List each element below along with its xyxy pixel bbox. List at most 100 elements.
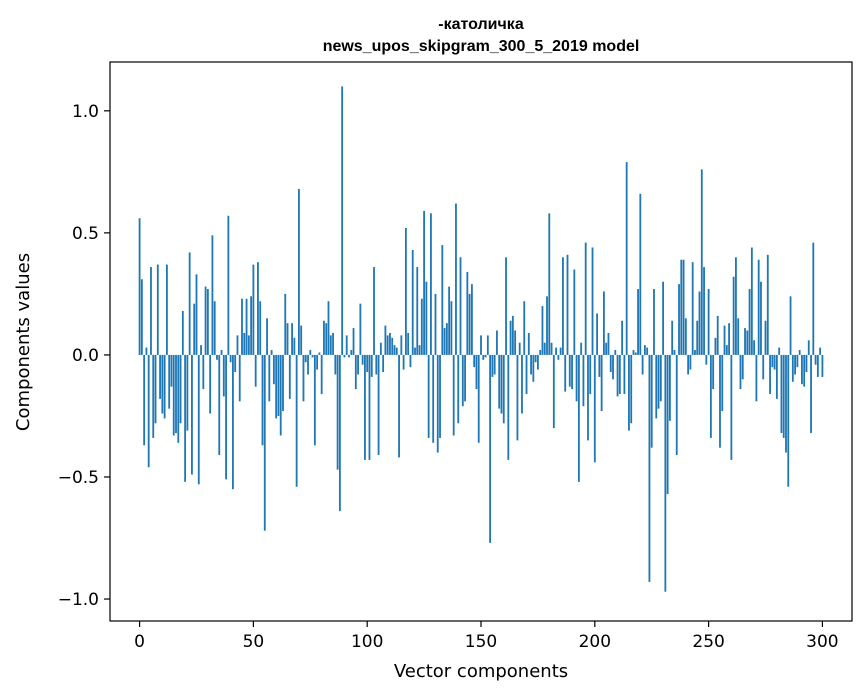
bar	[218, 354, 221, 456]
bar	[384, 325, 387, 355]
bar	[737, 318, 740, 355]
bar	[646, 347, 649, 355]
bar	[700, 169, 703, 355]
bar	[184, 354, 187, 482]
bar	[295, 354, 298, 487]
bar	[364, 354, 366, 460]
bar	[375, 354, 378, 375]
bar	[791, 354, 794, 382]
bar	[177, 354, 180, 443]
bar	[648, 354, 651, 582]
bar	[430, 213, 432, 355]
bar	[445, 323, 448, 355]
bar	[318, 352, 321, 355]
bar	[404, 227, 407, 355]
bar	[680, 259, 683, 355]
bar	[639, 193, 642, 355]
bar	[461, 354, 464, 407]
bar	[769, 354, 771, 394]
bar	[186, 354, 189, 431]
bar	[534, 354, 537, 363]
bar	[728, 323, 730, 355]
bar	[803, 354, 806, 387]
bar	[284, 293, 287, 355]
bar	[603, 291, 605, 355]
bar	[159, 354, 161, 399]
bar	[821, 354, 824, 377]
bar	[389, 332, 391, 355]
bar	[304, 354, 307, 363]
x-tick-label: 200	[579, 632, 611, 652]
bar	[448, 286, 451, 355]
bar	[673, 350, 676, 355]
y-tick-label: 0.5	[72, 224, 99, 244]
bar	[739, 354, 742, 390]
bar	[491, 354, 494, 377]
bar	[773, 354, 776, 370]
bar	[716, 315, 719, 355]
bar	[259, 301, 262, 355]
x-tick-label: 0	[134, 632, 145, 652]
bar	[810, 354, 812, 434]
bar	[780, 354, 783, 434]
bar	[398, 354, 400, 458]
bar	[145, 347, 148, 355]
bar	[589, 354, 592, 394]
bar	[650, 354, 653, 448]
bar	[500, 354, 503, 414]
bar	[723, 325, 726, 355]
bar	[621, 320, 624, 355]
bar	[628, 354, 630, 431]
bar	[573, 269, 576, 355]
bar	[420, 298, 423, 355]
bar	[719, 354, 721, 448]
bar	[272, 354, 275, 385]
bar	[254, 354, 257, 387]
bar	[338, 354, 341, 512]
bar	[550, 342, 553, 355]
bar	[709, 354, 712, 438]
bar	[480, 335, 482, 355]
bar	[154, 354, 157, 424]
bar	[587, 354, 589, 441]
bar	[771, 354, 774, 368]
bar	[293, 337, 296, 355]
bar	[671, 320, 674, 355]
bar	[559, 347, 562, 355]
bar	[213, 301, 216, 355]
bar	[609, 354, 612, 373]
bar	[202, 354, 205, 390]
bar	[220, 350, 223, 355]
bar	[163, 354, 166, 419]
bar	[541, 306, 544, 355]
bar	[571, 354, 573, 390]
bar	[191, 354, 193, 475]
bar	[370, 354, 373, 377]
bar	[623, 354, 626, 394]
x-tick-label: 250	[692, 632, 724, 652]
x-axis-ticks: 0 50 100 150 200 250 300	[134, 621, 839, 652]
bar	[140, 279, 143, 355]
bar	[450, 301, 453, 355]
bar	[468, 293, 471, 355]
bar	[760, 281, 762, 355]
bar	[521, 354, 523, 414]
bar	[755, 354, 758, 402]
chart-title: -католичка	[438, 16, 524, 33]
bar	[714, 337, 717, 355]
bar	[181, 310, 184, 355]
bar	[395, 347, 398, 355]
bar	[694, 350, 696, 355]
bar	[459, 257, 462, 355]
x-tick-label: 50	[243, 632, 265, 652]
bar	[427, 354, 430, 438]
bar	[359, 303, 362, 355]
bar	[439, 354, 441, 438]
bar	[691, 262, 694, 355]
bar	[489, 354, 492, 543]
bar	[206, 289, 209, 355]
bar	[243, 332, 246, 355]
bar	[687, 354, 690, 375]
bar	[794, 354, 797, 375]
bar	[473, 354, 476, 368]
